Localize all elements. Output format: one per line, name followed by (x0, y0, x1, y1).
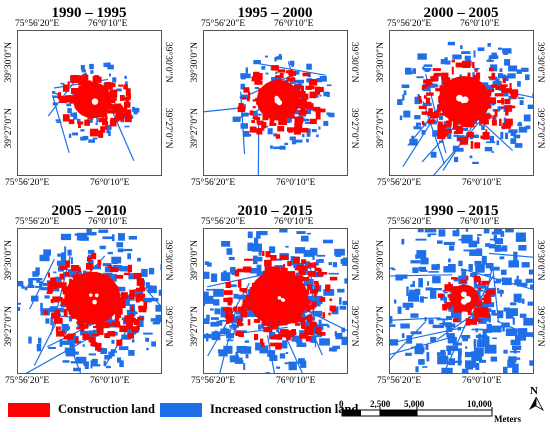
lat-tick-right-top: 39°30′0″N (535, 42, 545, 83)
map-panel: 2005 – 2010 75°56′20″E 76°0′10″E 75°56′2… (4, 202, 176, 392)
lon-tick-bottom-right: 76°0′10″E (90, 178, 130, 188)
scale-unit: Meters (494, 414, 521, 424)
lon-tick-bottom-right: 76°0′10″E (462, 376, 502, 386)
increased-label: Increased construction land (210, 402, 359, 416)
lon-tick-bottom-left: 75°56′20″E (5, 178, 50, 188)
scale-tick-2500: 2,500 (370, 399, 391, 409)
legend-increased: Increased construction land (160, 400, 358, 420)
lat-tick-right-top: 39°30′0″N (349, 42, 359, 83)
lon-tick-bottom-right: 76°0′10″E (90, 376, 130, 386)
lon-tick-bottom-left: 75°56′20″E (191, 376, 236, 386)
map-panel: 1990 – 1995 75°56′20″E 76°0′10″E 75°56′2… (4, 4, 176, 194)
lat-tick-right-bottom: 39°27′0″N (535, 108, 545, 149)
lon-tick-bottom-right: 76°0′10″E (276, 376, 316, 386)
map-frame (17, 228, 162, 374)
north-letter: N (530, 385, 538, 397)
lon-tick-bottom-right: 76°0′10″E (462, 178, 502, 188)
panel-title: 1995 – 2000 (237, 5, 313, 21)
lon-tick-bottom-left: 75°56′20″E (377, 376, 422, 386)
lon-tick-top-left: 75°56′20″E (201, 217, 246, 227)
lat-tick-left-bottom: 39°27′0″N (190, 108, 200, 149)
panel-title: 2005 – 2010 (51, 203, 127, 219)
north-arrow-icon: N (525, 385, 547, 411)
lat-tick-left-top: 39°30′0″N (190, 42, 200, 83)
urban-map-graphic (204, 229, 347, 373)
urban-map-graphic (47, 62, 140, 162)
urban-map-graphic (397, 41, 533, 175)
lon-tick-top-left: 75°56′20″E (15, 217, 60, 227)
lon-tick-top-right: 76°0′10″E (460, 19, 500, 29)
urban-map-graphic (204, 54, 335, 175)
lon-tick-top-right: 76°0′10″E (88, 217, 128, 227)
map-frame (203, 30, 348, 176)
lat-tick-right-bottom: 39°27′0″N (163, 108, 173, 149)
map-panel: 1995 – 2000 75°56′20″E 76°0′10″E 75°56′2… (190, 4, 362, 194)
urban-map-graphic (390, 229, 533, 373)
lon-tick-top-right: 76°0′10″E (274, 19, 314, 29)
lon-tick-top-right: 76°0′10″E (88, 19, 128, 29)
urban-map-graphic (18, 229, 161, 373)
map-panel: 2010 – 2015 75°56′20″E 76°0′10″E 75°56′2… (190, 202, 362, 392)
map-panel: 2000 – 2005 75°56′20″E 76°0′10″E 75°56′2… (376, 4, 548, 194)
lat-tick-left-bottom: 39°27′0″N (4, 306, 14, 347)
panel-title: 1990 – 1995 (51, 5, 127, 21)
scale-bar-graphic (341, 407, 493, 417)
lat-tick-right-bottom: 39°27′0″N (163, 306, 173, 347)
lat-tick-right-bottom: 39°27′0″N (349, 108, 359, 149)
panel-title: 1990 – 2015 (423, 203, 499, 219)
lat-tick-left-bottom: 39°27′0″N (376, 306, 386, 347)
legend-construction: Construction land (8, 400, 168, 420)
lat-tick-right-bottom: 39°27′0″N (535, 306, 545, 347)
lat-tick-left-bottom: 39°27′0″N (4, 108, 14, 149)
scale-bar: 0 2,500 5,000 10,000 Meters (336, 396, 550, 430)
construction-label: Construction land (58, 402, 155, 416)
lat-tick-right-top: 39°30′0″N (163, 240, 173, 281)
increased-swatch (160, 403, 202, 417)
lat-tick-left-bottom: 39°27′0″N (376, 108, 386, 149)
map-frame (203, 228, 348, 374)
lat-tick-left-bottom: 39°27′0″N (190, 306, 200, 347)
construction-swatch (8, 403, 50, 417)
scale-tick-5000: 5,000 (404, 399, 425, 409)
map-panel: 1990 – 2015 75°56′20″E 76°0′10″E 75°56′2… (376, 202, 548, 392)
panel-title: 2010 – 2015 (237, 203, 313, 219)
map-frame (389, 228, 534, 374)
map-frame (17, 30, 162, 176)
lat-tick-left-top: 39°30′0″N (4, 240, 14, 281)
lon-tick-top-left: 75°56′20″E (387, 217, 432, 227)
lon-tick-bottom-left: 75°56′20″E (5, 376, 50, 386)
lat-tick-left-top: 39°30′0″N (376, 42, 386, 83)
lat-tick-right-top: 39°30′0″N (535, 240, 545, 281)
lon-tick-top-right: 76°0′10″E (460, 217, 500, 227)
panel-title: 2000 – 2005 (423, 5, 499, 21)
lat-tick-right-top: 39°30′0″N (349, 240, 359, 281)
lat-tick-left-top: 39°30′0″N (190, 240, 200, 281)
lon-tick-bottom-left: 75°56′20″E (377, 178, 422, 188)
lon-tick-top-left: 75°56′20″E (201, 19, 246, 29)
map-frame (389, 30, 534, 176)
lon-tick-top-right: 76°0′10″E (274, 217, 314, 227)
lat-tick-left-top: 39°30′0″N (4, 42, 14, 83)
lat-tick-right-top: 39°30′0″N (163, 42, 173, 83)
lat-tick-right-bottom: 39°27′0″N (349, 306, 359, 347)
lon-tick-bottom-right: 76°0′10″E (276, 178, 316, 188)
scale-tick-10000: 10,000 (467, 399, 492, 409)
lat-tick-left-top: 39°30′0″N (376, 240, 386, 281)
scale-tick-0: 0 (339, 399, 344, 409)
lon-tick-top-left: 75°56′20″E (15, 19, 60, 29)
lon-tick-top-left: 75°56′20″E (387, 19, 432, 29)
lon-tick-bottom-left: 75°56′20″E (191, 178, 236, 188)
